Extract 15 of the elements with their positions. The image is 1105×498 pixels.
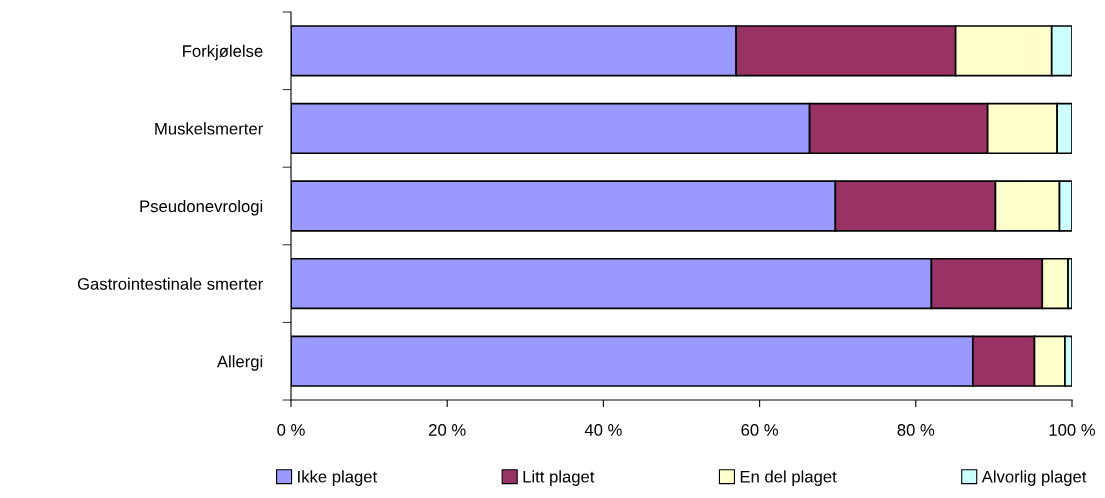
y-tick-label: Allergi xyxy=(216,355,263,371)
x-tick-label: 40 % xyxy=(584,424,622,436)
y-tick-label: Forkjølelse xyxy=(183,44,263,61)
y-tick-label: Gastrointestinale smerter xyxy=(77,277,263,290)
legend-label: Ikke plaget xyxy=(298,470,378,486)
y-tick-label: Muskelsmerter xyxy=(155,122,263,135)
x-tick-label: 80 % xyxy=(897,424,935,436)
x-tick-label: 20 % xyxy=(429,424,466,436)
y-tick-label: Pseudonevrologi xyxy=(140,199,263,216)
legend-label: Litt plaget xyxy=(523,470,595,486)
legend-label: En del plaget xyxy=(740,470,837,486)
x-tick-label: 0 % xyxy=(277,424,305,436)
x-tick-label: 100 % xyxy=(1049,424,1096,436)
x-tick-label: 60 % xyxy=(741,424,778,436)
legend-label: Alvorlig plaget xyxy=(981,470,1087,486)
